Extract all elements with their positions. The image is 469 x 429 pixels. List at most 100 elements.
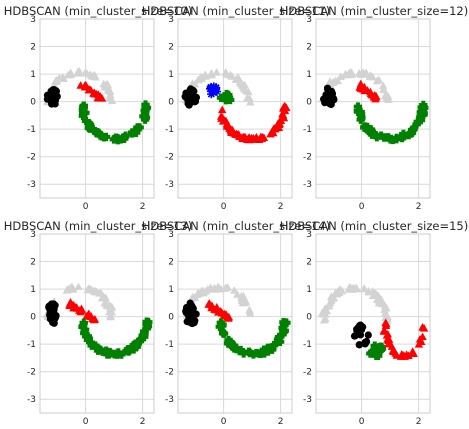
y-tick-label: 0 [30,313,36,323]
data-point [52,313,60,321]
axes-frame [39,233,155,414]
data-point [74,282,83,291]
data-point [269,340,279,350]
data-point [207,69,216,78]
data-point [225,338,235,347]
data-point [418,323,427,331]
grid [178,18,292,198]
y-tick-label: 0 [168,98,174,108]
data-point [215,322,225,331]
data-point [185,316,193,324]
subplot-6: 0 2 3 2 1 0 -1 -2 -3 [303,230,431,427]
data-point [244,347,254,357]
y-tick-label: -3 [165,180,174,190]
data-point [381,321,391,329]
data-point [76,81,85,89]
data-point [221,96,231,105]
data-point [218,105,227,114]
series-black-circle [43,86,61,108]
data-point [88,124,98,134]
data-point [382,93,392,102]
data-point [50,303,58,311]
y-tick-label: -2 [27,368,36,378]
data-point [218,113,227,121]
x-tick-label: 0 [221,202,227,212]
subplot-2: 0 2 3 2 1 0 -1 -2 -3 [165,15,293,212]
data-point [206,83,216,92]
y-tick-label: 2 [306,258,312,268]
data-point [360,123,369,132]
data-point [346,68,355,76]
data-point [278,109,287,118]
data-point [77,304,86,313]
data-point [102,301,111,309]
data-point [364,331,372,339]
data-point [59,74,69,82]
data-point [103,80,113,89]
axes-frame [177,233,293,414]
subplot-5: 0 2 3 2 1 0 -1 -2 -3 [165,230,293,427]
y-tick-label: -1 [165,340,174,350]
data-point [214,283,223,292]
data-point [249,350,258,359]
data-point [406,129,416,138]
data-point [84,334,93,344]
y-tick-label: 3 [30,230,36,240]
series-black-circle [350,321,372,349]
data-point [362,339,370,347]
data-point [78,322,88,331]
data-point [356,79,365,88]
grid [316,233,430,413]
series-black-circle [320,84,338,109]
x-tick-label: 2 [416,202,422,212]
axes-frame [39,18,155,199]
y-tick-label: -2 [303,368,312,378]
data-point [224,90,233,100]
x-tick-label: 2 [278,417,284,427]
data-point [378,81,388,89]
y-tick-label: 1 [306,285,312,295]
data-point [113,350,122,359]
y-tick-label: 2 [30,43,36,53]
data-point [140,112,149,121]
data-point [370,289,380,297]
y-tick-label: 0 [306,98,312,108]
data-point [321,99,329,107]
data-point [356,115,365,124]
data-point [244,87,253,96]
data-point [266,129,275,138]
data-point [335,288,344,297]
x-tick-label: 0 [359,417,365,427]
x-tick-label: 2 [140,202,146,212]
series-noise-triangle [318,282,392,326]
data-point [380,302,390,310]
series-red-triangle [204,299,234,322]
y-tick-label: 3 [306,15,312,25]
grid [40,18,154,198]
data-point [106,90,115,99]
data-point [232,345,241,354]
data-point [78,105,88,115]
data-point [91,72,100,81]
series-red-triangle [379,318,429,360]
data-point [201,72,210,80]
data-point [366,71,375,79]
subplot-title: HDBSCAN (min_cluster_size=12) [280,4,468,18]
series-green-plus [366,341,387,361]
data-point [212,87,222,96]
data-point [206,283,215,292]
subplot-title: HDBSCAN (min_cluster_size=14) [142,219,330,233]
data-point [69,300,78,309]
data-point [96,131,105,140]
data-point [323,84,332,92]
y-tick-label: -1 [27,340,36,350]
data-point [107,302,117,311]
subplot-1: 0 2 3 2 1 0 -1 -2 -3 [27,15,155,212]
data-point [370,91,380,99]
data-point [233,290,242,298]
data-point [135,123,144,132]
data-point [187,310,195,318]
y-tick-label: 2 [30,258,36,268]
data-point [237,294,246,302]
y-tick-label: -1 [165,125,174,135]
